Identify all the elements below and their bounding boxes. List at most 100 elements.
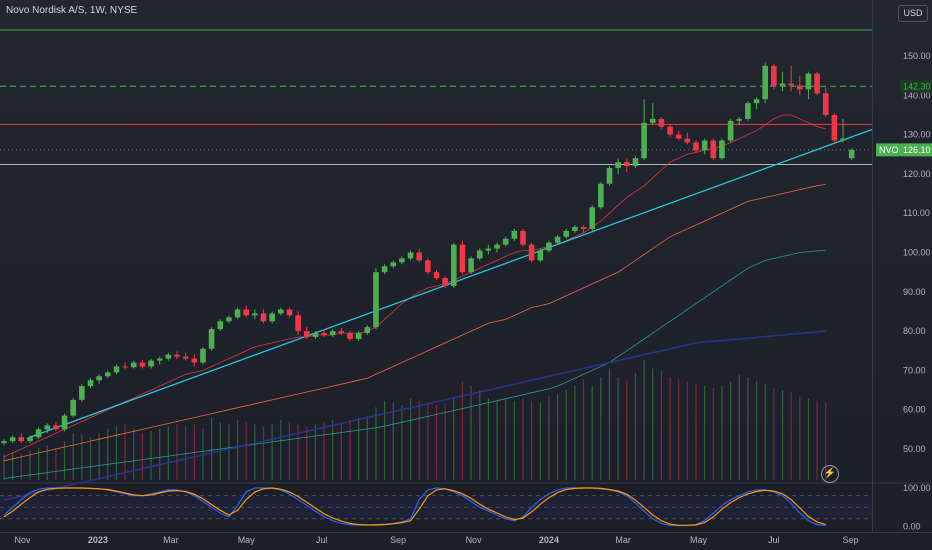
candle-body — [295, 315, 301, 332]
candle-up — [1, 439, 7, 446]
volume-bar — [695, 383, 697, 480]
candle-down — [797, 75, 803, 96]
candle-up — [61, 413, 68, 432]
candle-body — [234, 309, 241, 318]
candle-body — [753, 99, 760, 104]
volume-bar — [211, 417, 213, 480]
candle-body — [148, 360, 154, 367]
candle-body — [139, 362, 146, 367]
price-tick-label: 130.00 — [903, 130, 931, 140]
candle-body — [269, 313, 275, 322]
candle-up — [753, 97, 760, 110]
price-tick-label: 50.00 — [903, 444, 926, 454]
candle-up — [641, 99, 647, 161]
candle-body — [113, 366, 120, 373]
candle-body — [191, 358, 198, 363]
candle-down — [191, 354, 198, 367]
candle-body — [658, 118, 665, 127]
volume-bar — [591, 385, 593, 480]
volume-bar — [505, 398, 507, 480]
candle-body — [459, 244, 466, 273]
volume-bar — [314, 424, 316, 480]
candle-down — [433, 270, 440, 281]
volume-bar — [185, 426, 187, 480]
volume-bar — [98, 432, 100, 480]
volume-bar — [781, 390, 784, 480]
candle-up — [79, 384, 85, 402]
price-tick-label: 150.00 — [903, 51, 931, 61]
candle-up — [563, 228, 570, 239]
candle-body — [182, 356, 189, 359]
price-tick-label: 100.00 — [903, 248, 931, 258]
candle-down — [295, 311, 301, 336]
volume-bar — [686, 381, 688, 480]
candle-down — [814, 71, 820, 96]
volume-bar — [81, 435, 83, 480]
volume-bar — [669, 377, 671, 480]
candle-up — [269, 311, 275, 324]
time-tick-label: Jul — [316, 535, 328, 545]
candle-body — [615, 162, 621, 169]
candle-up — [554, 234, 561, 245]
candle-body — [745, 103, 751, 119]
candle-body — [381, 266, 388, 273]
volume-bar — [3, 454, 5, 480]
candle-body — [771, 65, 777, 86]
candle-up — [252, 309, 258, 320]
volume-bar — [38, 447, 40, 480]
candle-up — [35, 427, 42, 440]
volume-bar — [409, 398, 412, 480]
candle-body — [546, 242, 552, 251]
candle-body — [494, 244, 500, 249]
candle-down — [139, 359, 146, 369]
candle-body — [511, 230, 518, 239]
candle-up — [148, 358, 154, 369]
volume-bar — [479, 390, 481, 480]
candle-body — [701, 140, 708, 151]
candle-body — [528, 244, 535, 261]
candle-down — [53, 421, 59, 432]
candle-body — [18, 437, 25, 442]
candle-body — [563, 230, 570, 237]
last-price-badge-bg — [900, 143, 932, 157]
volume-bar — [107, 428, 109, 480]
candle-up — [27, 435, 33, 444]
candle-up — [736, 116, 743, 125]
volume-bar — [262, 426, 265, 480]
candle-body — [442, 278, 448, 286]
candle-down — [710, 138, 717, 161]
currency-badge[interactable]: USD — [898, 5, 928, 22]
volume-bar — [678, 379, 680, 480]
candle-up — [649, 103, 656, 125]
candle-down — [580, 224, 587, 233]
candle-down — [122, 362, 128, 370]
candle-body — [710, 140, 717, 159]
volume-bar — [340, 422, 342, 480]
stoch-tick-label: 100.00 — [903, 483, 931, 493]
candle-body — [675, 134, 682, 139]
candle-body — [779, 83, 786, 86]
time-tick-label: Nov — [15, 535, 32, 545]
volume-bar — [522, 398, 524, 480]
time-tick-label: 2024 — [539, 535, 559, 545]
candle-up — [511, 228, 518, 241]
candle-body — [70, 399, 76, 416]
candle-up — [701, 138, 708, 155]
candle-body — [321, 333, 327, 336]
volume-bar — [582, 379, 585, 480]
volume-bar — [167, 426, 169, 480]
candle-body — [814, 73, 820, 94]
candle-down — [303, 327, 310, 339]
time-tick-label: May — [690, 535, 708, 545]
candle-body — [35, 429, 42, 438]
time-tick-label: 2023 — [88, 535, 108, 545]
candle-body — [624, 162, 630, 167]
time-tick-label: Sep — [842, 535, 858, 545]
lightning-icon[interactable]: ⚡ — [821, 465, 839, 483]
candle-body — [96, 376, 102, 381]
candle-up — [468, 256, 474, 275]
candle-up — [606, 166, 613, 186]
candle-body — [797, 85, 803, 90]
candle-body — [606, 168, 613, 184]
